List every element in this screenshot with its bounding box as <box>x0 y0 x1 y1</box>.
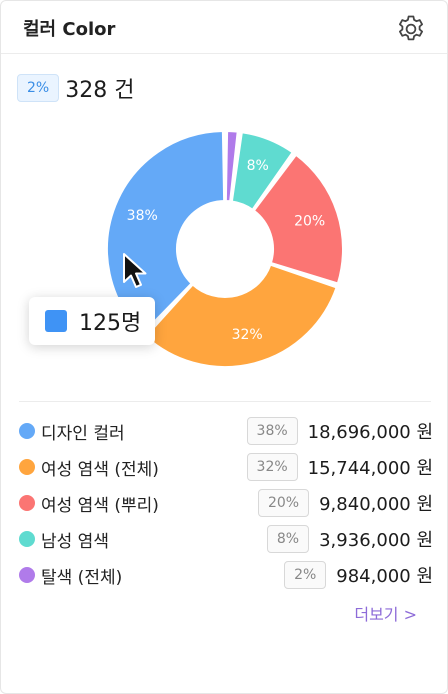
legend-name: 탈색 (전체) <box>41 568 123 588</box>
percent-badge: 2% <box>17 74 60 102</box>
tooltip-swatch <box>45 310 67 332</box>
legend-amount: 3,936,000 원 <box>319 530 433 551</box>
legend-dot <box>19 567 35 583</box>
gear-icon[interactable] <box>395 13 427 45</box>
legend-dot <box>19 423 35 439</box>
legend-item[interactable]: 남성 염색 8% 3,936,000 원 <box>19 521 433 557</box>
legend-item[interactable]: 여성 염색 (전체) 32% 15,744,000 원 <box>19 449 433 485</box>
legend-dot <box>19 459 35 475</box>
legend-dot <box>19 531 35 547</box>
summary: 2% 328 건 <box>17 73 134 103</box>
mouse-cursor-icon <box>122 252 150 290</box>
legend-name: 디자인 컬러 <box>41 424 125 444</box>
slice-label: 8% <box>247 158 269 174</box>
legend-name: 여성 염색 (전체) <box>41 460 159 480</box>
legend-amount: 15,744,000 원 <box>307 458 433 479</box>
legend-percent-badge: 38% <box>246 417 298 445</box>
legend-percent-badge: 20% <box>257 489 310 517</box>
legend-name: 남성 염색 <box>41 532 109 552</box>
slice-label: 38% <box>127 208 158 224</box>
legend-amount: 984,000 원 <box>336 566 433 587</box>
legend-list: 디자인 컬러 38% 18,696,000 원 여성 염색 (전체) 32% 1… <box>19 413 433 593</box>
card-title: 컬러 Color <box>23 19 116 40</box>
legend-percent-badge: 32% <box>246 453 298 481</box>
legend-item[interactable]: 탈색 (전체) 2% 984,000 원 <box>19 557 433 593</box>
legend-percent-badge: 8% <box>266 525 310 553</box>
legend-amount: 9,840,000 원 <box>319 494 433 515</box>
legend-name: 여성 염색 (뿌리) <box>41 496 159 516</box>
donut-slice[interactable] <box>144 263 338 368</box>
legend-item[interactable]: 여성 염색 (뿌리) 20% 9,840,000 원 <box>19 485 433 521</box>
slice-label: 20% <box>294 213 325 229</box>
legend-amount: 18,696,000 원 <box>307 422 433 443</box>
legend-item[interactable]: 디자인 컬러 38% 18,696,000 원 <box>19 413 433 449</box>
donut-slice[interactable] <box>230 131 295 212</box>
card-header: 컬러 Color <box>1 1 447 54</box>
slice-label: 32% <box>232 327 263 343</box>
donut-slice[interactable] <box>252 153 344 285</box>
more-link[interactable]: 더보기 > <box>354 605 417 624</box>
tooltip-value: 125명 <box>79 311 142 336</box>
legend-dot <box>19 495 35 511</box>
donut-slice[interactable] <box>224 130 239 203</box>
total-count: 328 건 <box>65 78 135 103</box>
legend-percent-badge: 2% <box>284 561 327 589</box>
chart-tooltip: 125명 <box>29 297 155 345</box>
divider <box>19 401 431 402</box>
